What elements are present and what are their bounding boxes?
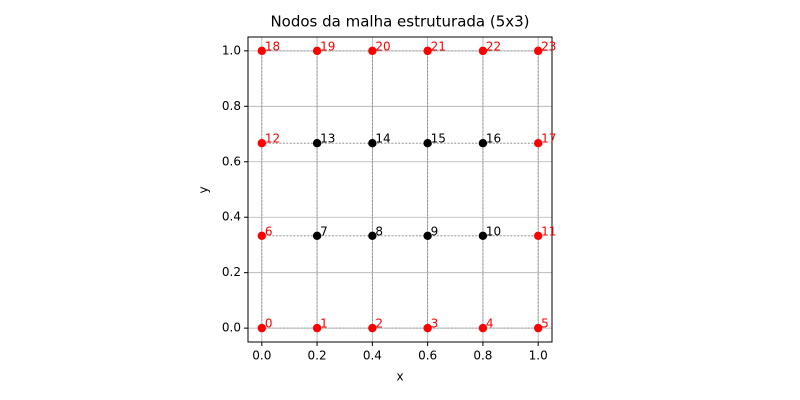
node-label: 2 bbox=[375, 317, 383, 331]
node-point bbox=[312, 138, 322, 148]
node-point bbox=[257, 138, 267, 148]
node-point bbox=[312, 323, 322, 333]
node-point bbox=[478, 138, 488, 148]
node-label: 19 bbox=[320, 39, 335, 53]
node-label: 5 bbox=[541, 317, 549, 331]
node-label: 14 bbox=[375, 132, 390, 146]
node-label: 11 bbox=[541, 224, 556, 238]
y-tick-label: 0.2 bbox=[222, 265, 241, 279]
node-point bbox=[478, 231, 488, 241]
node-point bbox=[533, 231, 543, 241]
node-point bbox=[423, 138, 432, 148]
node-point bbox=[533, 138, 543, 148]
node-point bbox=[478, 46, 488, 56]
node-point bbox=[257, 323, 267, 333]
node-point bbox=[257, 46, 267, 56]
node-point bbox=[533, 323, 543, 333]
node-label: 3 bbox=[431, 317, 439, 331]
node-point bbox=[368, 323, 377, 333]
x-tick-label: 0.4 bbox=[363, 349, 382, 363]
y-tick-label: 0.8 bbox=[222, 99, 241, 113]
chart-title: Nodos da malha estruturada (5x3) bbox=[270, 13, 529, 31]
node-label: 17 bbox=[541, 132, 556, 146]
node-label: 1 bbox=[320, 317, 328, 331]
node-point bbox=[368, 138, 377, 148]
x-tick-label: 0.2 bbox=[308, 349, 327, 363]
node-label: 10 bbox=[486, 224, 501, 238]
plot-frame bbox=[247, 36, 553, 343]
node-point bbox=[312, 46, 322, 56]
x-tick-label: 0.0 bbox=[252, 349, 271, 363]
node-point bbox=[533, 46, 543, 56]
node-label: 4 bbox=[486, 317, 494, 331]
node-label: 7 bbox=[320, 224, 328, 238]
node-label: 13 bbox=[320, 132, 335, 146]
y-tick-label: 1.0 bbox=[222, 43, 241, 57]
x-axis-label: x bbox=[396, 370, 403, 384]
node-label: 16 bbox=[486, 132, 501, 146]
node-point bbox=[423, 323, 432, 333]
node-label: 22 bbox=[486, 39, 501, 53]
node-point bbox=[368, 46, 377, 56]
node-label: 9 bbox=[431, 224, 439, 238]
node-label: 0 bbox=[265, 317, 273, 331]
node-point bbox=[312, 231, 322, 241]
node-point bbox=[423, 46, 432, 56]
x-tick-label: 0.6 bbox=[418, 349, 437, 363]
y-tick-label: 0.6 bbox=[222, 154, 241, 168]
node-label: 21 bbox=[431, 39, 446, 53]
node-label: 20 bbox=[375, 39, 390, 53]
node-label: 6 bbox=[265, 224, 273, 238]
y-tick-label: 0.4 bbox=[222, 210, 241, 224]
node-label: 23 bbox=[541, 39, 556, 53]
node-point bbox=[478, 323, 488, 333]
node-point bbox=[368, 231, 377, 241]
x-tick-label: 1.0 bbox=[529, 349, 548, 363]
node-point bbox=[423, 231, 432, 241]
node-label: 18 bbox=[265, 39, 280, 53]
y-axis-label: y bbox=[197, 186, 211, 193]
node-label: 12 bbox=[265, 132, 280, 146]
y-tick-label: 0.0 bbox=[222, 321, 241, 335]
node-label: 8 bbox=[375, 224, 383, 238]
x-tick-label: 0.8 bbox=[473, 349, 492, 363]
node-point bbox=[257, 231, 267, 241]
node-label: 15 bbox=[431, 132, 446, 146]
